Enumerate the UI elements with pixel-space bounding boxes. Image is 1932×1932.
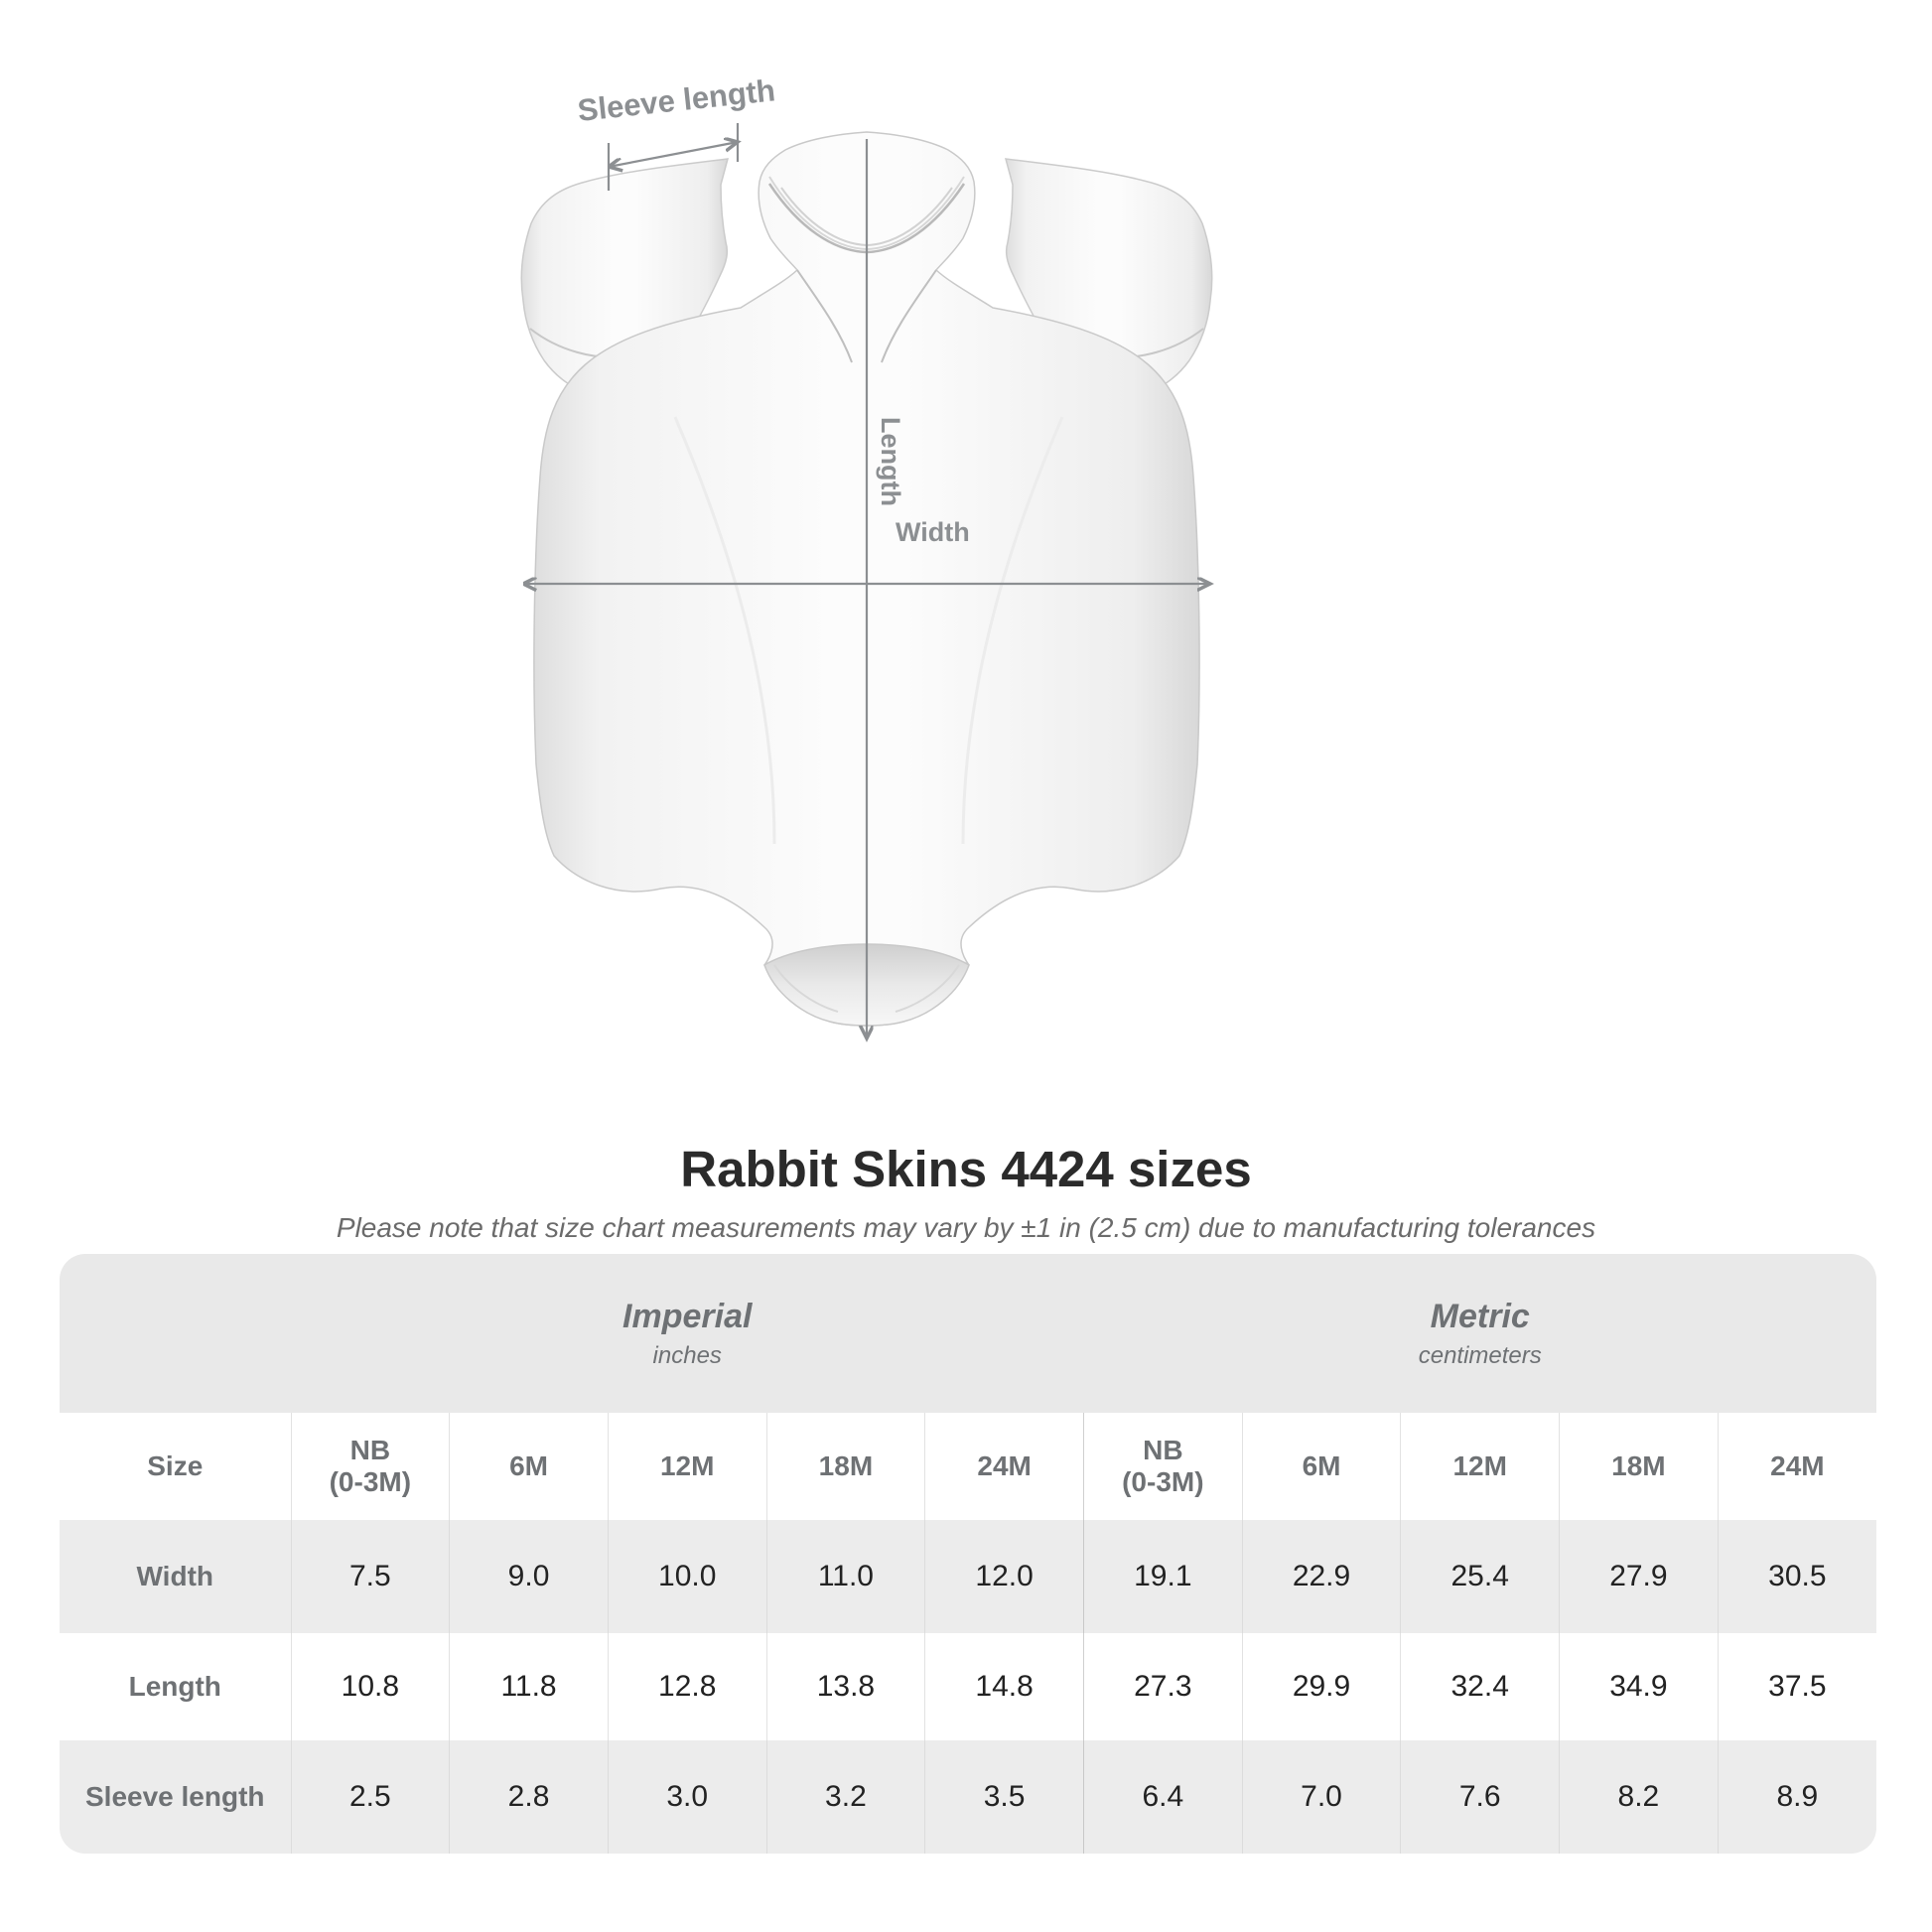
svg-text:Width: Width bbox=[896, 517, 970, 547]
svg-text:Sleeve length: Sleeve length bbox=[576, 72, 776, 128]
svg-text:Length: Length bbox=[876, 417, 905, 506]
